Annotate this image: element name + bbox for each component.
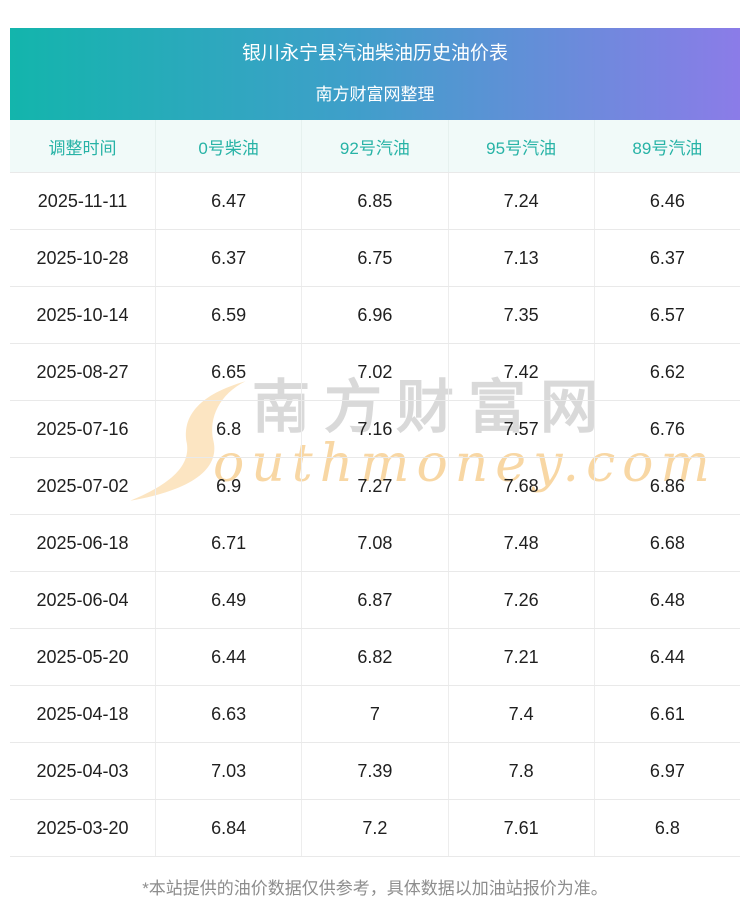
date-cell: 2025-07-02 <box>36 475 129 496</box>
date-cell: 2025-05-20 <box>36 646 129 667</box>
price-cell: 6.57 <box>593 287 740 343</box>
price-cell: 6.47 <box>155 173 301 229</box>
price-cell: 7.24 <box>447 173 594 229</box>
table-row: 2025-03-20 6.84 7.2 7.61 6.8 <box>10 800 740 857</box>
column-header: 调整时间 <box>48 138 117 158</box>
price-cell: 7.48 <box>447 515 594 571</box>
column-header: 89号汽油 <box>593 120 740 172</box>
date-cell: 2025-04-18 <box>36 703 129 724</box>
price-cell: 6.49 <box>155 572 301 628</box>
table-title-banner: 银川永宁县汽油柴油历史油价表 南方财富网整理 <box>10 28 740 120</box>
table-row: 2025-10-14 6.59 6.96 7.35 6.57 <box>10 287 740 344</box>
page-title: 银川永宁县汽油柴油历史油价表 <box>241 43 508 64</box>
price-cell: 6.9 <box>155 458 301 514</box>
price-cell: 6.85 <box>301 173 447 229</box>
price-cell: 6.84 <box>155 800 301 856</box>
price-cell: 6.86 <box>593 458 740 514</box>
price-cell: 6.68 <box>593 515 740 571</box>
date-cell: 2025-03-20 <box>36 817 129 838</box>
price-cell: 6.65 <box>155 344 301 400</box>
table-row: 2025-05-20 6.44 6.82 7.21 6.44 <box>10 629 740 686</box>
price-cell: 6.63 <box>155 686 301 742</box>
column-header: 95号汽油 <box>447 120 594 172</box>
header-row: 调整时间 0号柴油 92号汽油 95号汽油 89号汽油 <box>10 120 740 172</box>
date-cell: 2025-10-28 <box>36 247 129 268</box>
price-cell: 7.57 <box>447 401 594 457</box>
price-cell: 7.42 <box>447 344 594 400</box>
page-subtitle: 南方财富网整理 <box>315 85 435 104</box>
price-cell: 7.02 <box>301 344 447 400</box>
price-cell: 6.82 <box>301 629 447 685</box>
column-header: 92号汽油 <box>301 120 447 172</box>
column-header: 0号柴油 <box>155 120 301 172</box>
price-cell: 7.08 <box>301 515 447 571</box>
price-cell: 6.44 <box>155 629 301 685</box>
price-cell: 6.8 <box>155 401 301 457</box>
table-row: 2025-06-18 6.71 7.08 7.48 6.68 <box>10 515 740 572</box>
price-cell: 6.61 <box>593 686 740 742</box>
price-cell: 6.37 <box>593 230 740 286</box>
price-cell: 7.35 <box>447 287 594 343</box>
footer-note: *本站提供的油价数据仅供参考，具体数据以加油站报价为准。 <box>142 879 608 898</box>
table-body: 2025-11-11 6.47 6.85 7.24 6.46 2025-10-28 6.37… <box>10 172 740 857</box>
price-cell: 6.76 <box>593 401 740 457</box>
price-cell: 7.16 <box>301 401 447 457</box>
price-cell: 6.48 <box>593 572 740 628</box>
table-row: 2025-07-16 6.8 7.16 7.57 6.76 <box>10 401 740 458</box>
price-cell: 6.37 <box>155 230 301 286</box>
price-cell: 7.27 <box>301 458 447 514</box>
date-cell: 2025-06-04 <box>36 589 129 610</box>
price-cell: 6.44 <box>593 629 740 685</box>
date-cell: 2025-11-11 <box>37 190 128 211</box>
date-cell: 2025-08-27 <box>36 361 129 382</box>
price-cell: 6.59 <box>155 287 301 343</box>
price-cell: 7 <box>301 686 447 742</box>
table-row: 2025-11-11 6.47 6.85 7.24 6.46 <box>10 173 740 230</box>
price-cell: 6.96 <box>301 287 447 343</box>
table-row: 2025-07-02 6.9 7.27 7.68 6.86 <box>10 458 740 515</box>
date-cell: 2025-04-03 <box>36 760 129 781</box>
price-cell: 6.62 <box>593 344 740 400</box>
price-cell: 7.8 <box>447 743 594 799</box>
table-row: 2025-04-03 7.03 7.39 7.8 6.97 <box>10 743 740 800</box>
price-cell: 7.2 <box>301 800 447 856</box>
table-row: 2025-04-18 6.63 7 7.4 6.61 <box>10 686 740 743</box>
price-cell: 6.75 <box>301 230 447 286</box>
price-cell: 7.26 <box>447 572 594 628</box>
price-cell: 7.21 <box>447 629 594 685</box>
date-cell: 2025-07-16 <box>36 418 129 439</box>
table-row: 2025-10-28 6.37 6.75 7.13 6.37 <box>10 230 740 287</box>
price-cell: 6.97 <box>593 743 740 799</box>
date-cell: 2025-06-18 <box>36 532 129 553</box>
price-cell: 7.68 <box>447 458 594 514</box>
price-table-card: 银川永宁县汽油柴油历史油价表 南方财富网整理 调整时间 0号柴油 92号汽油 95号汽… <box>10 28 740 857</box>
table-row: 2025-08-27 6.65 7.02 7.42 6.62 <box>10 344 740 401</box>
price-cell: 6.87 <box>301 572 447 628</box>
price-cell: 6.46 <box>593 173 740 229</box>
price-cell: 6.8 <box>593 800 740 856</box>
price-cell: 7.39 <box>301 743 447 799</box>
price-cell: 7.4 <box>447 686 594 742</box>
table-row: 2025-06-04 6.49 6.87 7.26 6.48 <box>10 572 740 629</box>
price-cell: 7.13 <box>447 230 594 286</box>
price-cell: 7.03 <box>155 743 301 799</box>
price-cell: 7.61 <box>447 800 594 856</box>
date-cell: 2025-10-14 <box>36 304 129 325</box>
price-cell: 6.71 <box>155 515 301 571</box>
